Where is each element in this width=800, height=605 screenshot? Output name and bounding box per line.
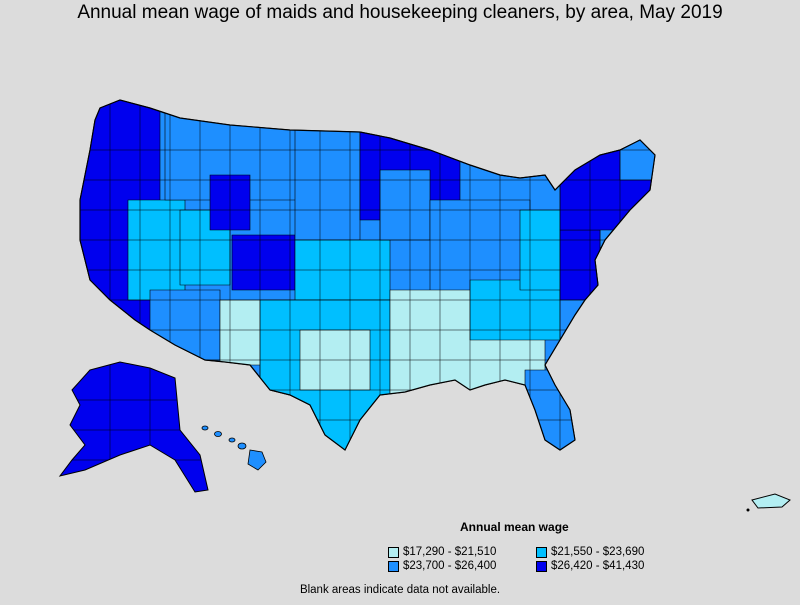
data-availability-note: Blank areas indicate data not available. [299,584,501,596]
legend-swatch-1 [388,546,399,558]
contiguous-us-region [79,99,656,451]
legend-title: Annual mean wage [460,520,569,534]
legend-label-3: $23,700 - $26,400 [403,560,497,572]
legend-swatch-3 [388,560,399,572]
legend-item-4: $26,420 - $41,430 [536,560,644,572]
alaska-region [58,361,209,493]
legend-swatch-2 [536,546,547,558]
legend-label-4: $26,420 - $41,430 [551,560,645,572]
legend-item-1: $17,290 - $21,510 [388,546,496,558]
hawaii-region [201,425,267,471]
legend-label-1: $17,290 - $21,510 [403,546,497,558]
legend-item-2: $21,550 - $23,690 [536,546,644,558]
puerto-rico-region [746,493,791,512]
legend-swatch-4 [536,560,547,572]
legend-label-2: $21,550 - $23,690 [551,546,645,558]
legend-item-3: $23,700 - $26,400 [388,560,496,572]
map-title: Annual mean wage of maids and housekeepi… [77,2,723,23]
